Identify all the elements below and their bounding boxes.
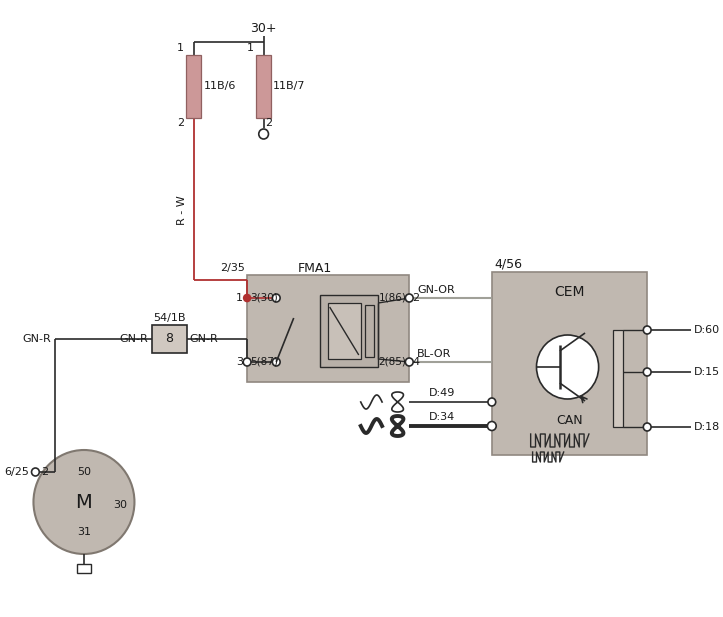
Text: 1: 1	[247, 43, 254, 53]
Bar	[247, 275, 409, 382]
Circle shape	[488, 398, 496, 406]
Circle shape	[406, 358, 413, 366]
Bar	[364, 305, 375, 357]
Circle shape	[243, 358, 251, 366]
Text: 6/25: 6/25	[5, 467, 30, 477]
Text: 2: 2	[412, 293, 419, 303]
Text: D:49: D:49	[429, 388, 455, 398]
Text: M: M	[76, 492, 93, 511]
Text: 5(87): 5(87)	[250, 357, 278, 367]
Text: 54/1B: 54/1B	[153, 313, 186, 323]
Circle shape	[487, 421, 496, 431]
Text: CAN: CAN	[556, 413, 583, 426]
Text: GN-R: GN-R	[119, 334, 148, 344]
Text: D:18: D:18	[694, 422, 720, 432]
Text: BL-OR: BL-OR	[417, 349, 451, 359]
Text: 50: 50	[77, 467, 91, 477]
Circle shape	[273, 358, 280, 366]
Bar	[492, 272, 647, 455]
Text: D:60: D:60	[694, 325, 720, 335]
Text: 30: 30	[113, 500, 127, 510]
Text: 31: 31	[77, 527, 91, 537]
Text: 3(30): 3(30)	[250, 293, 278, 303]
Text: D:15: D:15	[694, 367, 720, 377]
Circle shape	[536, 335, 599, 399]
Circle shape	[32, 468, 39, 476]
Circle shape	[643, 326, 651, 334]
Text: GN-R: GN-R	[190, 334, 218, 344]
Text: 4/56: 4/56	[495, 257, 523, 270]
Bar	[320, 295, 378, 367]
Text: D:34: D:34	[429, 412, 455, 422]
Text: GN-R: GN-R	[22, 334, 51, 344]
Circle shape	[273, 294, 280, 302]
Circle shape	[259, 129, 268, 139]
Bar	[256, 55, 271, 118]
Text: 11B/7: 11B/7	[273, 81, 306, 91]
Text: 2: 2	[41, 467, 48, 477]
Text: 2: 2	[265, 118, 273, 128]
Bar	[77, 564, 91, 573]
Text: 2: 2	[177, 118, 184, 128]
Text: 3: 3	[236, 357, 243, 367]
Text: 2(85): 2(85)	[378, 357, 406, 367]
Bar	[613, 330, 623, 427]
Bar	[328, 303, 361, 359]
Text: 30+: 30+	[250, 22, 277, 35]
Text: 4: 4	[412, 357, 419, 367]
Circle shape	[244, 294, 250, 302]
Bar	[152, 325, 187, 353]
Text: 1: 1	[177, 43, 184, 53]
Text: CEM: CEM	[555, 285, 585, 299]
Text: FMA1: FMA1	[298, 262, 332, 275]
Text: 1: 1	[236, 293, 243, 303]
Text: R - W: R - W	[177, 195, 187, 225]
Bar	[186, 55, 202, 118]
Circle shape	[643, 423, 651, 431]
Text: 1(86): 1(86)	[378, 293, 406, 303]
Text: 11B/6: 11B/6	[203, 81, 236, 91]
Circle shape	[33, 450, 134, 554]
Text: GN-OR: GN-OR	[417, 285, 455, 295]
Circle shape	[406, 294, 413, 302]
Text: 2/35: 2/35	[221, 263, 245, 273]
Circle shape	[643, 368, 651, 376]
Text: 8: 8	[166, 333, 174, 346]
